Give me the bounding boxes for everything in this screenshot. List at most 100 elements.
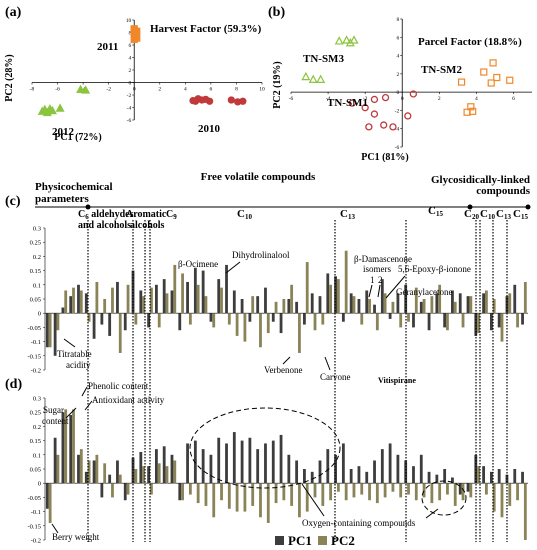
- y-tick-label: 8: [128, 31, 131, 37]
- class-c15-glyco: C15: [513, 208, 528, 221]
- panel-c-bar-pc1: [458, 293, 462, 314]
- panel-d-bar-pc1: [341, 443, 345, 484]
- panel-c-bar-pc1: [427, 313, 431, 331]
- legend-pc2-swatch: [318, 536, 327, 545]
- panel-c-bar-pc2: [266, 313, 270, 334]
- annot-damascenone: β-Damascenone: [354, 254, 412, 264]
- panel-d-bar-pc2: [181, 483, 184, 501]
- panel-c-bar-pc2: [181, 273, 184, 314]
- annot-dihydrolinalool: Dihydrolinalool: [232, 250, 290, 260]
- panel-d-bar-pc2: [118, 474, 122, 484]
- legend-pc2: PC2: [331, 533, 355, 548]
- panel-c-bar-pc1: [264, 287, 267, 314]
- panel-c-bar-pc1: [162, 279, 166, 314]
- panel-d-bar-pc1: [295, 460, 299, 484]
- point-2012: [55, 103, 65, 112]
- panel-d-bar-pc1: [373, 460, 376, 484]
- panel-c-bar-pc2: [64, 290, 68, 314]
- panel-d-bar-pc2: [516, 483, 519, 501]
- panel-d-bar-pc2: [461, 483, 465, 501]
- x-tick-label: 6: [512, 96, 515, 102]
- panel-d-bar-pc1: [521, 471, 524, 484]
- class-aromatic: Aromatic: [126, 209, 167, 220]
- y-tick-label: 4: [128, 56, 131, 62]
- panel-d-bar-pc1: [147, 466, 151, 484]
- panel-d-bar-pc2: [259, 483, 262, 518]
- panel-c-bar-pc2: [118, 313, 122, 353]
- point-2012: [47, 105, 57, 115]
- panel-d-bar-pc2: [220, 483, 223, 501]
- annot-dihydrolinalool-arrow: [225, 261, 241, 274]
- panel-c-bar-pc1: [466, 296, 470, 314]
- panel-d-bar-pc2: [79, 449, 83, 484]
- panel-a-label: (a): [5, 5, 22, 20]
- panel-c-bar-pc1: [489, 313, 493, 331]
- panel-c-bar-pc1: [147, 313, 151, 328]
- panel-d-bar-pc1: [404, 460, 408, 484]
- point-tn-sm1: [389, 123, 397, 131]
- panel-c-bar-pc2: [274, 301, 278, 314]
- y-tick-label: -2: [127, 93, 132, 99]
- panel-c-bar-pc1: [388, 313, 392, 319]
- panel-d-bar-pc2: [391, 483, 395, 492]
- panel-c-bar-pc2: [220, 287, 223, 314]
- annot-epoxy-arrow: [385, 275, 406, 299]
- panel-c-bar-pc2: [321, 313, 325, 325]
- panel-c-bar-pc2: [453, 301, 457, 314]
- point-tn-sm3: [301, 71, 311, 81]
- point-tn-sm3: [349, 35, 359, 44]
- panel-c-bar-pc1: [69, 296, 73, 314]
- class-dividers: [87, 220, 508, 542]
- panel-d-bar-pc2: [103, 463, 107, 484]
- panel-c-y-tick-label: -0.05: [27, 325, 41, 332]
- point-tn-sm2: [469, 107, 477, 115]
- panel-d-bar-pc2: [360, 483, 364, 495]
- panel-b-title: Parcel Factor (18.8%): [418, 36, 522, 48]
- panel-c-bar-pc1: [123, 313, 127, 331]
- annot-antioxidant-arrow: [84, 400, 93, 411]
- panel-c-bar-pc2: [87, 313, 91, 322]
- panel-d-bar-pc1: [497, 469, 501, 484]
- panel-c-bar-pc2: [212, 313, 216, 328]
- panel-c-bars: 0.3 0.25 0.2 0.15 0.1 0.05 0 -0.05 -0.1 -0.15 -0.2: [27, 226, 528, 375]
- panel-b-ylabel: PC2 (19%): [272, 61, 283, 109]
- panel-d-bar-pc2: [48, 483, 52, 523]
- oxygen-ellipse-1: [189, 407, 341, 489]
- panel-d-bar-pc2: [212, 483, 216, 518]
- panel-d-bar-pc2: [523, 483, 527, 540]
- panel-b-label: (b): [268, 5, 285, 20]
- panel-c-bar-pc2: [508, 293, 512, 314]
- annot-oxygen-arrow-2: [425, 508, 439, 519]
- panel-c-bar-pc2: [111, 287, 114, 314]
- panel-c-bar-pc1: [435, 293, 439, 314]
- panel-c-bar-pc2: [368, 299, 371, 314]
- point-2011: [130, 35, 138, 43]
- panel-c-bar-pc2: [422, 299, 426, 314]
- panel-c-bar-pc2: [173, 264, 177, 314]
- panel-d-bar-pc1: [178, 483, 182, 501]
- panel-b-xlabel: PC1 (81%): [361, 152, 409, 163]
- panel-c-bar-pc2: [305, 262, 309, 314]
- panel-d-bar-pc2: [235, 483, 239, 512]
- panel-c-bar-pc1: [139, 290, 143, 314]
- panel-d-bar-pc1: [232, 432, 236, 484]
- panel-c-bar-pc2: [336, 279, 340, 314]
- panel-d-bar-pc1: [287, 454, 291, 484]
- panel-c-bar-pc2: [298, 313, 301, 353]
- y-tick-label: -4: [395, 127, 400, 133]
- panel-c-bar-pc2: [469, 296, 473, 314]
- panel-c-bar-pc1: [451, 290, 454, 314]
- panel-c-bar-pc1: [61, 307, 65, 314]
- class-c13: C13: [340, 208, 355, 221]
- panel-c-bar-pc2: [251, 296, 255, 314]
- panel-a-title: Harvest Factor (59.3%): [150, 23, 262, 35]
- panel-d-bar-pc1: [162, 446, 166, 484]
- panel-d-bar-pc2: [298, 483, 301, 518]
- oxygen-ellipse-2: [421, 480, 467, 516]
- panel-d-bar-pc1: [489, 471, 493, 484]
- panel-c-y-tick-label: 0.2: [33, 254, 41, 261]
- panel-c-bar-pc2: [500, 313, 504, 342]
- class-c6-aldehydes: C6 aldehydes: [78, 209, 134, 221]
- panel-c-bar-pc1: [178, 313, 182, 331]
